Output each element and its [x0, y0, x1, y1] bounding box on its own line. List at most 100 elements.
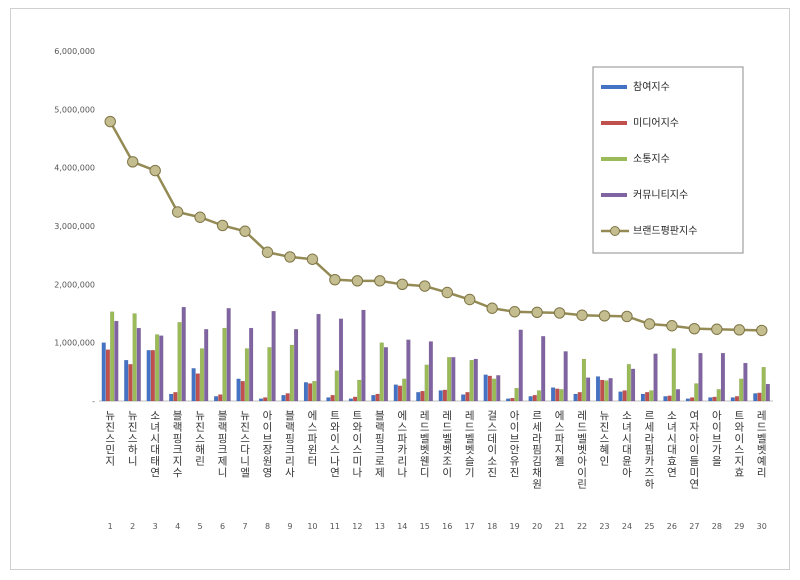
chart-frame: - 1,000,000 2,000,000 3,000,000 4,000,000 5,0…: [10, 8, 790, 570]
bar-1-23: [595, 376, 601, 402]
bar-3-7: [244, 348, 250, 402]
brand-index-point-24: [621, 310, 633, 323]
rank-label-21: 21: [554, 522, 564, 531]
brand-index-point-11: [329, 273, 341, 286]
bar-3-24: [626, 364, 631, 402]
bar-4-24: [630, 368, 636, 402]
bar-2-20: [532, 394, 537, 402]
brand-index-point-1: [104, 115, 116, 128]
bar-4-5: [204, 329, 209, 402]
bar-3-22: [581, 358, 587, 402]
bar-3-9: [289, 344, 294, 402]
rank-label-28: 28: [712, 522, 722, 531]
bar-2-14: [397, 385, 403, 402]
y-tick-label: 2,000,000: [54, 280, 95, 289]
legend-label-1: 참여지수: [633, 81, 670, 93]
bar-1-1: [101, 342, 106, 402]
bar-1-28: [708, 397, 713, 402]
bar-3-10: [312, 380, 317, 402]
bar-4-28: [720, 352, 726, 402]
y-tick-label: 3,000,000: [54, 222, 95, 231]
bar-3-19: [514, 387, 519, 402]
bar-4-10: [316, 313, 321, 402]
rank-label-15: 15: [420, 522, 430, 531]
bar-4-26: [675, 389, 681, 402]
axis-layer: - 1,000,000 2,000,000 3,000,000 4,000,000 5,0…: [54, 47, 773, 406]
bar-3-8: [267, 347, 272, 402]
rank-label-1: 1: [108, 522, 113, 531]
bar-4-25: [653, 353, 658, 402]
brand-index-point-20: [531, 306, 543, 319]
bar-3-15: [424, 364, 429, 402]
bar-2-15: [420, 390, 425, 402]
bar-4-17: [473, 358, 478, 402]
bar-1-22: [573, 393, 578, 402]
rank-label-16: 16: [442, 522, 452, 531]
bar-4-19: [518, 329, 523, 402]
rank-label-22: 22: [577, 522, 587, 531]
brand-index-point-5: [194, 211, 206, 223]
rank-label-5: 5: [198, 522, 203, 531]
bar-4-12: [361, 309, 366, 402]
bar-2-24: [622, 390, 627, 402]
bar-4-27: [698, 352, 703, 402]
bar-3-4: [177, 322, 182, 402]
rank-label-25: 25: [644, 522, 654, 531]
brand-index-point-12: [351, 275, 364, 287]
bar-3-6: [222, 327, 227, 402]
y-tick-label: 1,000,000: [54, 339, 95, 348]
brand-index-point-23: [598, 310, 611, 322]
bar-1-21: [550, 387, 556, 402]
bar-3-14: [402, 378, 407, 402]
brand-index-point-27: [688, 322, 701, 335]
rank-label-7: 7: [242, 522, 247, 531]
bar-2-29: [734, 396, 740, 402]
rank-label-20: 20: [532, 522, 542, 531]
rank-label-11: 11: [330, 522, 340, 531]
line-layer: [104, 115, 768, 337]
brand-index-point-3: [149, 164, 161, 177]
bar-2-10: [308, 383, 313, 402]
bar-2-28: [712, 396, 717, 402]
brand-index-point-29: [733, 324, 745, 336]
rank-label-27: 27: [689, 522, 699, 531]
bar-1-11: [326, 397, 331, 402]
bar-1-4: [169, 393, 174, 402]
bar-4-1: [114, 320, 119, 402]
rank-label-3: 3: [153, 522, 158, 531]
bar-4-30: [765, 383, 770, 402]
rank-label-26: 26: [667, 522, 677, 531]
bar-1-19: [506, 398, 511, 402]
bar-4-9: [293, 329, 299, 402]
bar-1-26: [663, 396, 668, 402]
bar-4-11: [338, 318, 344, 402]
brand-reputation-chart: - 1,000,000 2,000,000 3,000,000 4,000,000 5,0…: [54, 47, 773, 531]
brand-index-point-21: [553, 307, 566, 319]
bar-4-4: [181, 306, 186, 402]
bar-4-22: [586, 377, 591, 402]
bar-3-26: [671, 348, 676, 402]
rank-label-19: 19: [510, 522, 520, 531]
bar-2-5: [195, 373, 200, 402]
bar-3-27: [694, 383, 699, 402]
legend-marker: [610, 226, 620, 236]
bar-2-25: [645, 392, 650, 402]
brand-index-point-28: [711, 323, 723, 335]
bar-3-5: [199, 348, 205, 402]
